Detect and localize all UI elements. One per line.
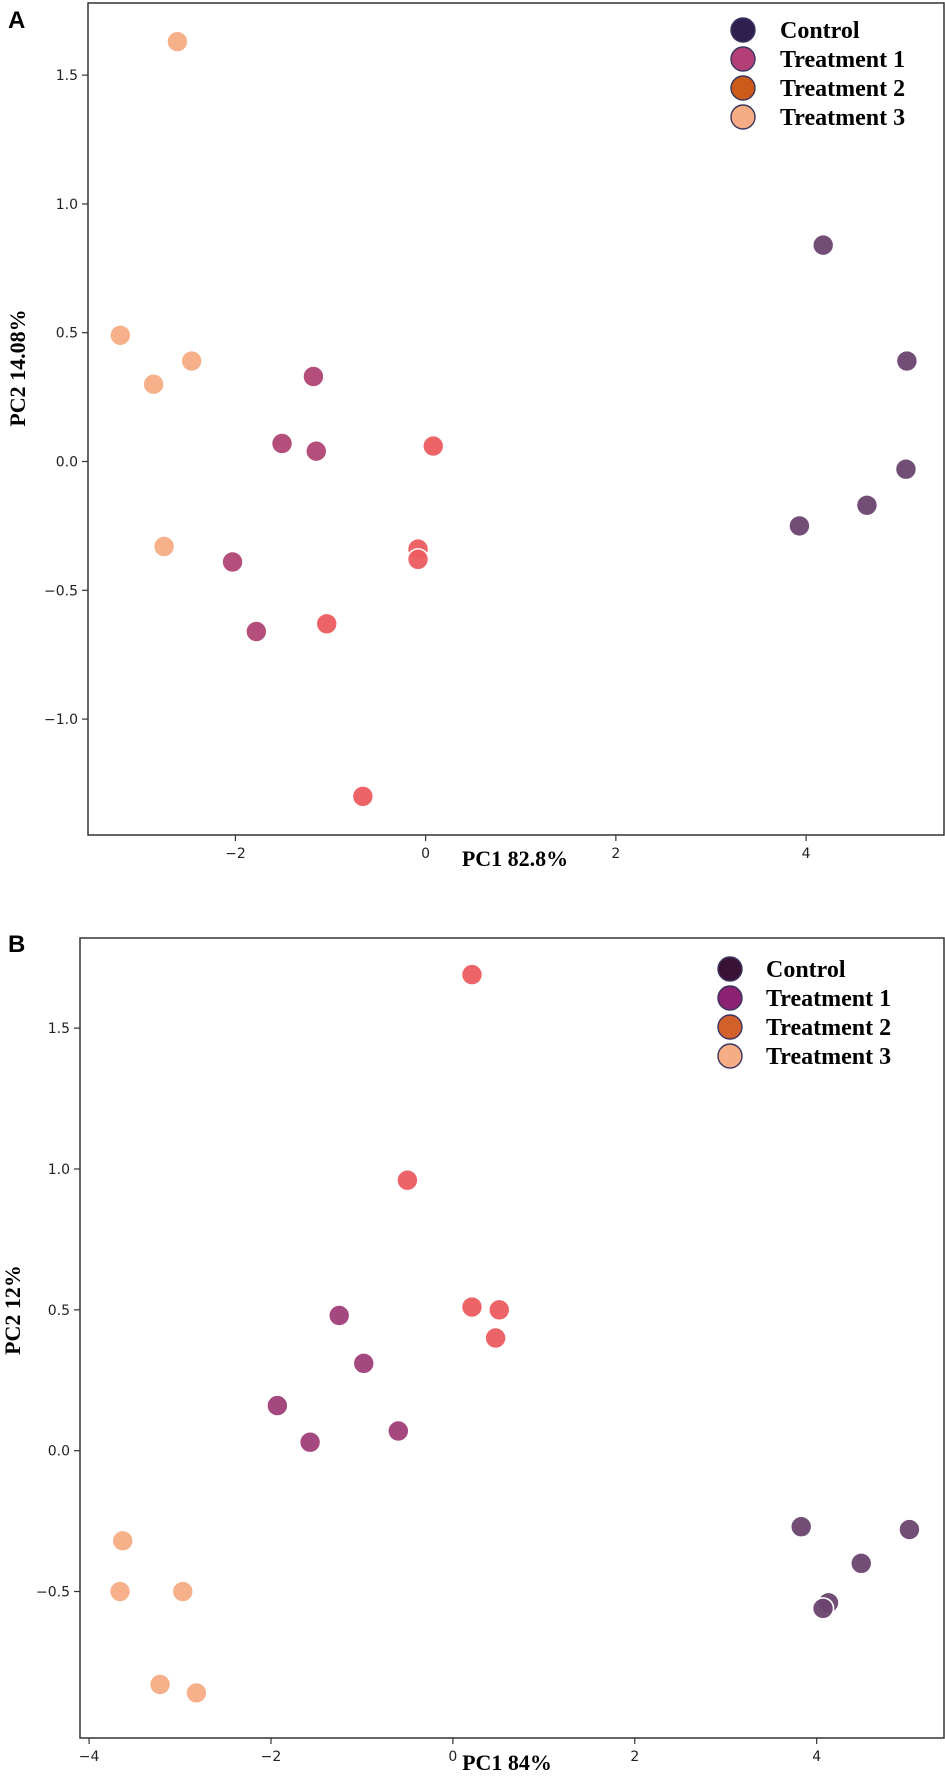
data-point <box>245 620 268 643</box>
x-tick-label: 2 <box>630 1749 639 1765</box>
data-point <box>406 548 430 571</box>
series-treatment-1 <box>266 1304 410 1454</box>
x-tick-label: 2 <box>611 846 620 862</box>
data-point <box>315 612 339 636</box>
plot-frame <box>79 937 945 1739</box>
y-tick-label: 1.0 <box>56 197 78 213</box>
data-point <box>298 1430 322 1454</box>
legend-marker <box>730 17 756 43</box>
series-treatment-3 <box>109 30 203 558</box>
data-point <box>302 365 325 388</box>
data-point <box>487 1298 511 1322</box>
data-point <box>351 785 375 808</box>
legend: Control Treatment 1 Treatment 2 Treatment 3 <box>730 17 905 131</box>
data-point <box>396 1168 419 1192</box>
legend-marker <box>730 75 756 101</box>
data-point <box>166 30 189 53</box>
x-tick-label: −2 <box>225 846 246 862</box>
data-point <box>142 372 165 396</box>
legend-marker <box>717 985 743 1011</box>
x-tick-label: 4 <box>802 846 811 862</box>
data-point <box>789 1515 813 1539</box>
data-point <box>221 550 244 574</box>
legend-marker <box>730 46 756 72</box>
data-point <box>788 514 811 538</box>
series-treatment-3 <box>108 1529 208 1705</box>
series-treatment-1 <box>221 365 328 643</box>
series-treatment-2 <box>396 963 511 1350</box>
data-point <box>855 493 879 517</box>
x-tick-label: 4 <box>812 1749 821 1765</box>
data-point <box>421 434 445 458</box>
plot-frame <box>87 2 945 836</box>
series-control <box>788 233 919 538</box>
data-point <box>811 233 835 257</box>
legend-label: Treatment 1 <box>780 47 905 73</box>
legend-marker <box>730 104 756 130</box>
x-tick-label: −4 <box>79 1749 100 1765</box>
x-tick-label: −2 <box>261 1749 282 1765</box>
x-axis-label: PC1 84% <box>462 1750 552 1775</box>
y-tick-label: 0.5 <box>48 1303 70 1319</box>
legend-label: Treatment 1 <box>766 986 891 1012</box>
legend-label: Control <box>780 18 860 44</box>
y-tick-label: −1.0 <box>44 712 78 728</box>
legend: Control Treatment 1 Treatment 2 Treatment 3 <box>717 956 891 1070</box>
data-point <box>460 1295 484 1319</box>
data-point <box>108 1580 132 1603</box>
y-axis-label: PC2 14.08% <box>5 309 30 426</box>
series-treatment-2 <box>315 434 445 808</box>
data-point <box>895 349 919 373</box>
legend-marker <box>717 956 743 982</box>
data-point <box>266 1394 289 1417</box>
data-point <box>849 1552 873 1575</box>
legend-marker <box>717 1014 743 1040</box>
legend-marker <box>717 1043 743 1069</box>
legend-label: Treatment 2 <box>780 76 905 102</box>
data-point <box>484 1326 507 1350</box>
y-tick-label: −0.5 <box>44 583 78 599</box>
x-tick-label: 0 <box>448 1749 457 1765</box>
legend-label: Treatment 2 <box>766 1015 891 1041</box>
y-tick-label: 1.5 <box>56 68 78 84</box>
data-point <box>148 1673 172 1696</box>
chart-panel-b: B −4 −2 0 2 4 1.5 1.0 0.5 0.0 −0.5 PC1 84% PC2 12% Co… <box>0 931 945 1775</box>
data-point <box>387 1419 410 1443</box>
data-point <box>811 1597 835 1620</box>
legend-label: Control <box>766 957 846 983</box>
data-point <box>111 1529 135 1553</box>
y-tick-label: 0.5 <box>56 326 78 342</box>
y-tick-label: 1.5 <box>48 1021 70 1037</box>
y-tick-label: 0.0 <box>48 1444 70 1460</box>
data-point <box>109 323 132 347</box>
data-point <box>152 535 176 558</box>
panel-label: B <box>8 931 25 958</box>
y-tick-label: 0.0 <box>56 455 78 471</box>
data-point <box>180 349 203 373</box>
legend-label: Treatment 3 <box>766 1044 891 1070</box>
chart-panel-a: A −2 0 2 4 1.5 1.0 0.5 0.0 −0.5 −1.0 PC1 82.8% PC2 1… <box>5 2 945 871</box>
data-point <box>898 1518 921 1541</box>
y-tick-label: 1.0 <box>48 1162 70 1178</box>
data-point <box>185 1681 208 1705</box>
data-point <box>171 1580 195 1603</box>
legend-label: Treatment 3 <box>780 105 905 131</box>
panel-label: A <box>8 7 25 34</box>
data-point <box>352 1352 376 1375</box>
data-point <box>460 963 484 986</box>
data-point <box>327 1304 351 1327</box>
data-point <box>270 432 294 455</box>
series-control <box>789 1515 921 1620</box>
y-tick-label: −0.5 <box>36 1585 70 1601</box>
x-axis-label: PC1 82.8% <box>462 846 568 871</box>
data-point <box>304 439 328 463</box>
data-point <box>894 457 918 481</box>
y-axis-label: PC2 12% <box>0 1265 25 1355</box>
x-tick-label: 0 <box>421 846 430 862</box>
